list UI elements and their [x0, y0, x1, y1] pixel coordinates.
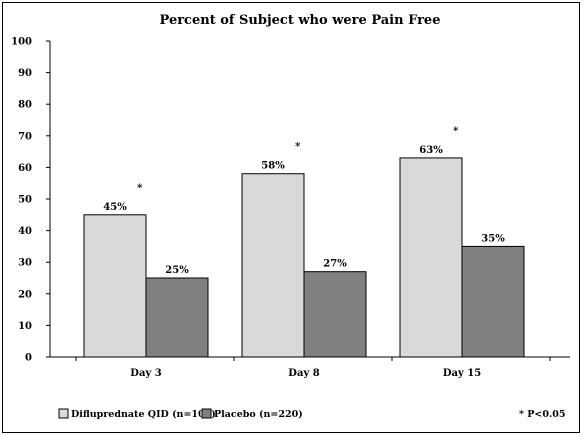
legend: Difluprednate QID (n=107) Placebo (n=220… [58, 408, 566, 420]
y-tick-label: 70 [18, 131, 32, 142]
significance-star: * [453, 126, 459, 137]
y-tick-label: 20 [18, 289, 32, 300]
y-tick-label: 30 [18, 258, 32, 269]
chart-title: Percent of Subject who were Pain Free [160, 13, 441, 28]
plot-area: 0 10 20 30 40 50 60 70 80 90 100 45% 25% Day 3 * 58% 27%… [11, 37, 570, 379]
bar-placebo [145, 277, 209, 358]
y-tick-label: 10 [18, 321, 32, 332]
data-label: 58% [261, 161, 285, 172]
y-tick-label: 50 [18, 195, 32, 206]
significance-note: * P<0.05 [519, 409, 566, 420]
significance-star: * [137, 183, 143, 194]
x-tick-label: Day 8 [288, 368, 319, 379]
x-tick-label: Day 3 [130, 368, 161, 379]
chart-frame [2, 2, 580, 433]
bar-difluprednate [241, 173, 305, 358]
data-label: 63% [419, 145, 443, 156]
bar-placebo [461, 245, 525, 358]
data-label: 45% [103, 202, 127, 213]
data-label: 25% [165, 265, 189, 276]
bar-difluprednate [83, 214, 147, 358]
data-label: 35% [481, 233, 505, 244]
y-tick-label: 40 [18, 226, 32, 237]
y-tick-label: 90 [18, 68, 32, 79]
legend-label-placebo: Placebo (n=220) [214, 409, 303, 420]
y-tick-label: 100 [11, 37, 32, 48]
y-tick-label: 80 [18, 100, 32, 111]
bar-difluprednate [399, 157, 463, 358]
significance-star: * [295, 142, 301, 153]
legend-label-difluprednate: Difluprednate QID (n=107) [71, 409, 216, 420]
data-label: 27% [323, 259, 347, 270]
legend-swatch-placebo [201, 408, 212, 419]
y-tick-label: 60 [18, 163, 32, 174]
x-tick-label: Day 15 [443, 368, 481, 379]
y-tick-label: 0 [25, 353, 32, 364]
legend-swatch-difluprednate [58, 408, 69, 419]
bar-placebo [303, 271, 367, 358]
